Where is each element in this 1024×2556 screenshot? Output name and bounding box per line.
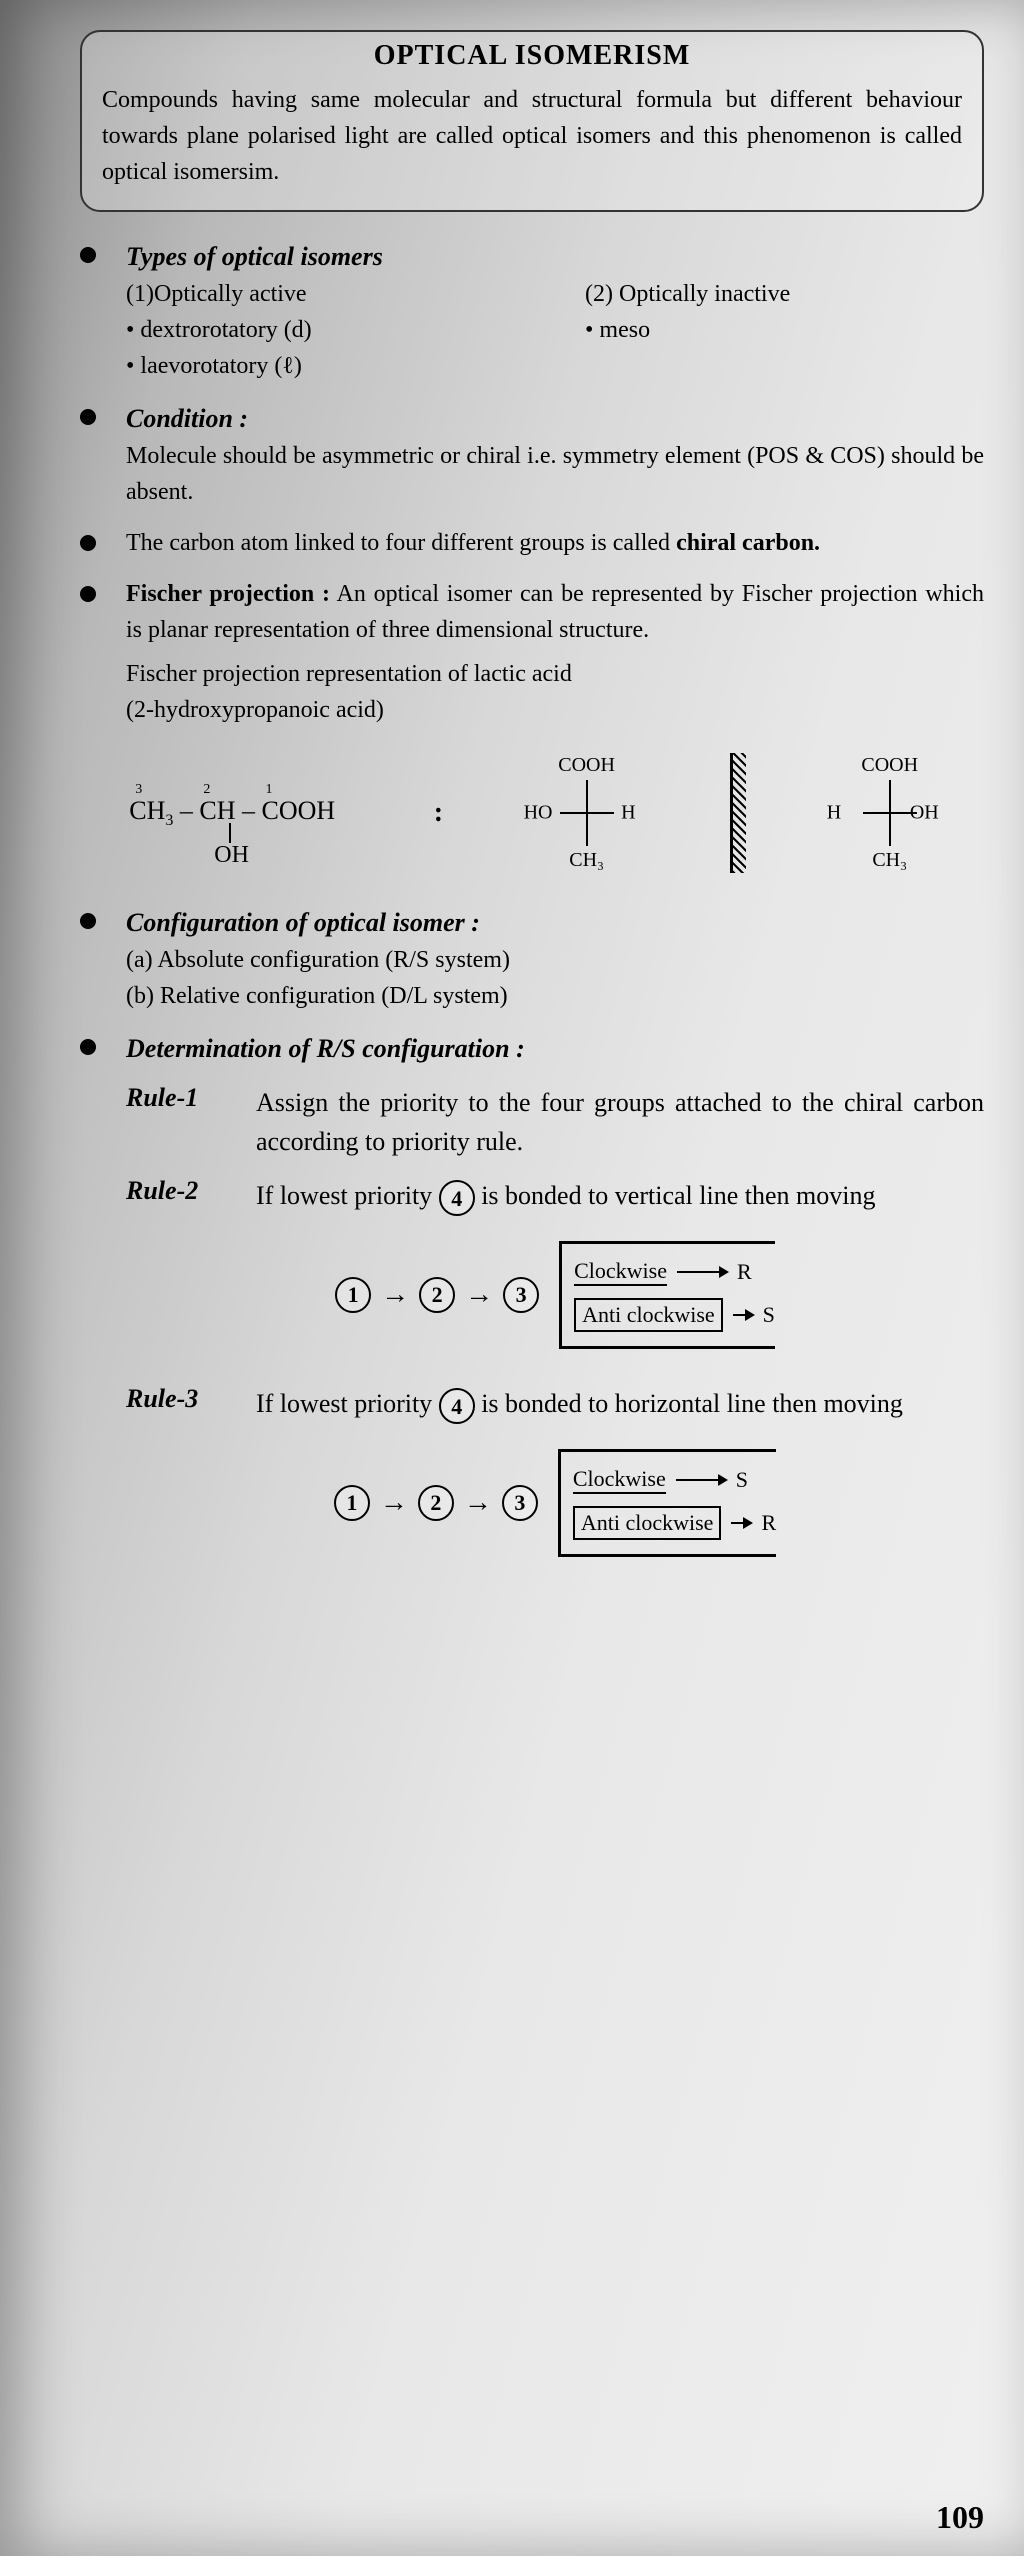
anticlockwise-label: Anti clockwise <box>573 1506 722 1540</box>
rule-1: Rule-1 Assign the priority to the four g… <box>126 1083 984 1161</box>
types-col2: (2) Optically inactive • meso <box>585 276 984 384</box>
bullet-icon <box>80 1039 96 1055</box>
intro-text: Compounds having same molecular and stru… <box>102 82 962 190</box>
condition-text: Molecule should be asymmetric or chiral … <box>126 438 984 510</box>
rule-3: Rule-3 If lowest priority 4 is bonded to… <box>126 1384 984 1424</box>
mirror-icon <box>730 753 746 873</box>
bullet-icon <box>80 913 96 929</box>
col2-title: (2) Optically inactive <box>585 276 984 312</box>
types-col1: (1)Optically active • dextrorotatory (d)… <box>126 276 525 384</box>
rule-2: Rule-2 If lowest priority 4 is bonded to… <box>126 1176 984 1216</box>
config-a: (a) Absolute configuration (R/S system) <box>126 942 984 978</box>
arrow-icon <box>677 1271 727 1273</box>
bullet-types: Types of optical isomers (1)Optically ac… <box>80 237 984 384</box>
sequence-1: 1 → 2 → 3 Clockwise R Anti clockwise S <box>126 1241 984 1349</box>
bullet-icon <box>80 586 96 602</box>
col1-item: • dextrorotatory (d) <box>126 312 525 348</box>
circled-num: 3 <box>503 1277 539 1313</box>
arrow-icon <box>676 1479 726 1481</box>
chain-oh: OH <box>214 841 249 870</box>
arrow-icon: → <box>465 1279 493 1311</box>
chiral-text-b: chiral carbon. <box>676 530 820 556</box>
bullet-icon <box>80 535 96 551</box>
colon: : <box>434 797 443 829</box>
result-s: S <box>763 1302 775 1328</box>
clockwise-label: Clockwise <box>574 1258 667 1286</box>
header-box: OPTICAL ISOMERISM Compounds having same … <box>80 30 984 212</box>
clockwise-label: Clockwise <box>573 1466 666 1494</box>
types-columns: (1)Optically active • dextrorotatory (d)… <box>126 276 984 384</box>
formula-row: 3CH3 – 2CH – 1COOH OH : COOH HO H CH₃ CO… <box>80 753 984 873</box>
arrow-icon: → <box>464 1487 492 1519</box>
circled-num: 2 <box>418 1485 454 1521</box>
result-r: R <box>737 1259 752 1285</box>
fischer-line3: (2-hydroxypropanoic acid) <box>126 692 984 728</box>
fischer-2: COOH H OH CH₃ <box>845 758 935 868</box>
page-number: 109 <box>936 2499 984 2536</box>
col1-title: (1)Optically active <box>126 276 525 312</box>
rule-text: Assign the priority to the four groups a… <box>256 1083 984 1161</box>
circled-4: 4 <box>439 1388 475 1424</box>
circled-num: 2 <box>419 1277 455 1313</box>
result-s: S <box>736 1467 748 1493</box>
rule-label: Rule-1 <box>126 1083 256 1113</box>
bullet-chiral: The carbon atom linked to four different… <box>80 525 984 561</box>
circled-num: 1 <box>334 1485 370 1521</box>
rule-label: Rule-3 <box>126 1384 256 1414</box>
bullet-icon <box>80 247 96 263</box>
title: OPTICAL ISOMERISM <box>102 40 962 72</box>
fischer-heading: Fischer projection : <box>126 581 330 607</box>
types-heading: Types of optical isomers <box>126 237 984 276</box>
arrow-icon <box>731 1522 751 1524</box>
config-heading: Configuration of optical isomer : <box>126 903 984 942</box>
determination-heading: Determination of R/S configuration : <box>126 1029 984 1068</box>
circled-num: 3 <box>502 1485 538 1521</box>
col2-item: • meso <box>585 312 984 348</box>
arrow-icon: → <box>380 1487 408 1519</box>
fischer-1: COOH HO H CH₃ <box>542 758 632 868</box>
chain-formula: 3CH3 – 2CH – 1COOH OH <box>129 795 335 830</box>
condition-heading: Condition : <box>126 399 984 438</box>
circled-num: 1 <box>335 1277 371 1313</box>
col1-item: • laevorotatory (ℓ) <box>126 348 525 384</box>
config-b: (b) Relative configuration (D/L system) <box>126 978 984 1014</box>
arrow-icon: → <box>381 1279 409 1311</box>
rule-text: If lowest priority 4 is bonded to vertic… <box>256 1176 984 1216</box>
bullet-fischer: Fischer projection : An optical isomer c… <box>80 576 984 728</box>
rule-text: If lowest priority 4 is bonded to horizo… <box>256 1384 984 1424</box>
bullet-condition: Condition : Molecule should be asymmetri… <box>80 399 984 510</box>
arrow-icon <box>733 1314 753 1316</box>
rule-label: Rule-2 <box>126 1176 256 1206</box>
page: OPTICAL ISOMERISM Compounds having same … <box>0 0 1024 2556</box>
bullet-config: Configuration of optical isomer : (a) Ab… <box>80 903 984 1014</box>
chiral-text-a: The carbon atom linked to four different… <box>126 530 676 556</box>
bullet-determination: Determination of R/S configuration : <box>80 1029 984 1068</box>
circled-4: 4 <box>439 1180 475 1216</box>
bracket-1: Clockwise R Anti clockwise S <box>559 1241 775 1349</box>
fischer-line2: Fischer projection representation of lac… <box>126 656 984 692</box>
sequence-2: 1 → 2 → 3 Clockwise S Anti clockwise R <box>126 1449 984 1557</box>
result-r: R <box>761 1510 776 1536</box>
bullet-icon <box>80 409 96 425</box>
anticlockwise-label: Anti clockwise <box>574 1298 723 1332</box>
bracket-2: Clockwise S Anti clockwise R <box>558 1449 776 1557</box>
